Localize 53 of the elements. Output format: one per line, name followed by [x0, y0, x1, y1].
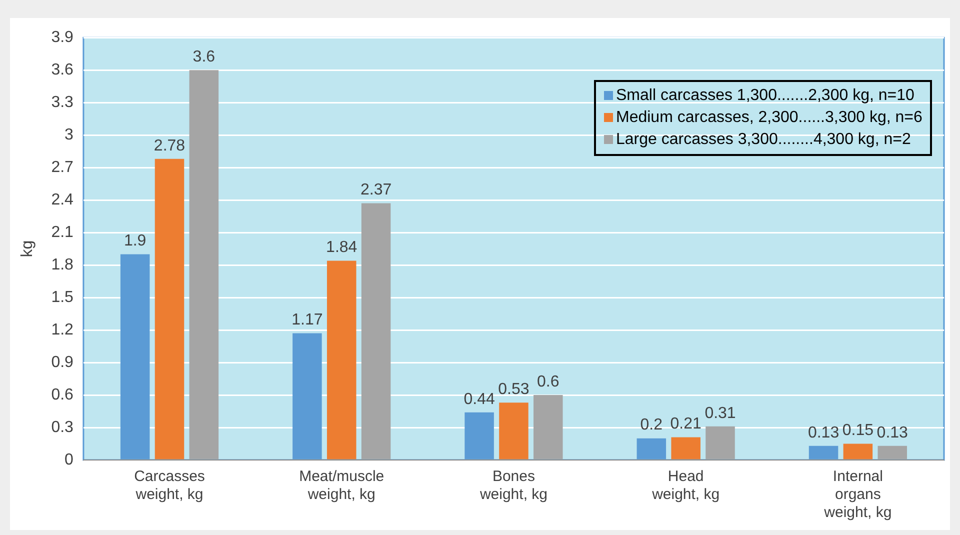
x-tick-label: Internal organs weight, kg: [823, 468, 892, 522]
bar: [671, 437, 700, 460]
data-label: 0.2: [640, 416, 663, 434]
x-tick-label: Bones weight, kg: [478, 468, 548, 504]
bar: [189, 70, 219, 460]
y-tick-label: 0.9: [51, 354, 74, 371]
data-label: 0.6: [537, 373, 560, 390]
y-tick-label: 0: [64, 451, 74, 468]
data-label: 0.44: [464, 390, 495, 408]
data-label: 0.21: [670, 416, 702, 433]
y-tick-label: 2.1: [51, 224, 74, 241]
bar: [361, 203, 391, 460]
y-tick-label: 1.8: [51, 256, 74, 274]
y-tick-label: 0.6: [51, 386, 74, 404]
bar: [154, 158, 184, 460]
bar: [878, 446, 907, 460]
data-label: 3.6: [192, 48, 216, 66]
x-tick-label: Carcasses weight, kg: [134, 468, 205, 504]
y-tick-label: 3.3: [51, 94, 74, 111]
y-tick-label: 2.7: [51, 158, 74, 176]
y-axis-title: kg: [19, 240, 36, 258]
data-label: 2.37: [360, 182, 392, 199]
x-tick-label: Meat/muscle weight, kg: [299, 468, 384, 504]
legend-label: Large carcasses 3,300........4,300 kg, n=2: [616, 130, 911, 148]
bar: [120, 254, 150, 460]
bar: [499, 402, 528, 460]
bar: [843, 444, 873, 460]
bar: [534, 395, 563, 460]
data-label: 0.31: [704, 404, 736, 422]
legend-label: Small carcasses 1,300.......2,300 kg, n=10: [616, 86, 914, 104]
y-tick-label: 2.4: [51, 191, 74, 208]
y-tick-label: 1.5: [51, 288, 74, 306]
bar: [326, 260, 356, 460]
data-label: 2.78: [154, 137, 186, 154]
data-label: 0.15: [842, 422, 874, 440]
data-label: 1.17: [292, 312, 323, 329]
data-label: 1.84: [326, 239, 358, 256]
data-label: 0.13: [808, 424, 840, 442]
bar: [292, 333, 322, 460]
y-tick-label: 0.3: [51, 418, 74, 436]
legend-label: Medium carcasses, 2,300......3,300 kg, n=6: [616, 108, 922, 126]
data-label: 0.53: [498, 381, 530, 398]
data-label: 0.13: [876, 424, 908, 442]
bar: [706, 426, 735, 460]
data-label: 1.9: [124, 232, 146, 250]
y-tick-label: 3.6: [51, 62, 74, 78]
x-tick-label: Head weight, kg: [651, 468, 720, 504]
y-tick-label: 3: [64, 126, 74, 144]
y-tick-label: 3.9: [51, 29, 74, 46]
bar: [464, 412, 494, 460]
bar: [808, 446, 838, 460]
bar: [636, 438, 666, 460]
y-tick-label: 1.2: [51, 321, 74, 338]
